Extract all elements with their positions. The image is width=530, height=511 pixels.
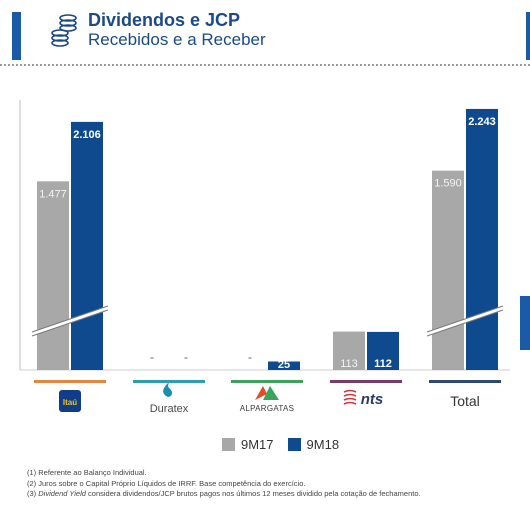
coins-icon <box>51 14 77 47</box>
axis-break-gap-itau <box>31 306 109 336</box>
left-accent-bar <box>12 12 21 60</box>
nts-logo-swoosh-1 <box>343 393 357 397</box>
page-subtitle: Recebidos e a Receber <box>88 30 266 49</box>
footnotes: (1) Referente ao Balanço Individual. (2)… <box>27 468 421 500</box>
value-label-total-9m17: 1.590 <box>434 178 462 190</box>
bar-alpargatas-9m18 <box>268 361 300 370</box>
nts-logo-swoosh-2 <box>343 397 357 401</box>
bar-total-9m18 <box>466 108 498 371</box>
axis-break-line-top-itau <box>31 305 109 333</box>
legend-item-9m18: 9M18 <box>287 437 340 452</box>
bar-total-9m17 <box>432 170 464 370</box>
category-label-alpargatas: ALPARGATAS <box>240 404 295 413</box>
axis-break-line-top-total <box>426 305 504 333</box>
bar-chart: 1.477 2.106 Itaú Duratex 25 ALPARGATAS 113 112 n… <box>19 100 510 415</box>
value-label-nts-9m18: 112 <box>374 358 392 370</box>
category-underline-itau <box>34 380 106 383</box>
bar-nts-9m18 <box>367 331 399 370</box>
bar-itau-9m17 <box>37 181 69 370</box>
bar-itau-9m18 <box>71 121 103 370</box>
right-accent-bar-lower <box>520 296 530 350</box>
footnote-3-rest: considera dividendos/JCP brutos pagos no… <box>85 489 421 498</box>
footnote-1: (1) Referente ao Balanço Individual. <box>27 468 147 477</box>
category-label-total: Total <box>450 393 480 409</box>
chart-legend: 9M17 9M18 <box>222 437 353 452</box>
footnote-2: (2) Juros sobre o Capital Próprio Líquid… <box>27 478 306 488</box>
legend-swatch-9m17 <box>222 438 235 451</box>
category-underline-nts <box>330 380 402 383</box>
legend-label-9m18: 9M18 <box>306 437 340 452</box>
category-underline-total <box>429 380 501 383</box>
axis-break-line-bottom-total <box>426 309 504 337</box>
dotted-divider <box>0 64 530 66</box>
value-label-alpargatas-9m18: 25 <box>278 359 290 371</box>
bar-nts-9m17 <box>333 331 365 370</box>
duratex-logo-icon <box>163 382 173 397</box>
axis-break-gap-total <box>426 306 504 336</box>
footnote-3-em: Dividend Yield <box>38 489 86 498</box>
alpargatas-logo-icon-green <box>263 386 279 400</box>
page-title: Dividendos e JCP <box>88 10 241 30</box>
value-label-itau-9m17: 1.477 <box>39 188 67 200</box>
category-label-duratex: Duratex <box>150 403 189 415</box>
category-label-nts: nts <box>361 391 384 408</box>
itau-logo-icon <box>59 390 81 412</box>
alpargatas-logo-icon-red <box>255 386 267 400</box>
category-underline-alpargatas <box>231 380 303 383</box>
legend-swatch-9m18 <box>287 438 301 451</box>
nts-logo-swoosh-0 <box>343 389 357 393</box>
right-accent-bar <box>526 12 530 60</box>
value-label-itau-9m18: 2.106 <box>73 129 101 141</box>
value-label-nts-9m17: 113 <box>340 358 358 370</box>
nts-logo-swoosh-3 <box>343 401 357 405</box>
category-underline-duratex <box>133 380 205 383</box>
axis-break-line-bottom-itau <box>31 309 109 337</box>
footnote-3-prefix: (3) <box>27 489 39 498</box>
category-label-itau: Itaú <box>63 398 77 407</box>
legend-label-9m17: 9M17 <box>241 437 274 452</box>
footnote-3: (3) Dividend Yield considera dividendos/… <box>27 489 421 500</box>
value-label-total-9m18: 2.243 <box>468 116 496 128</box>
legend-item-9m17: 9M17 <box>222 437 274 452</box>
